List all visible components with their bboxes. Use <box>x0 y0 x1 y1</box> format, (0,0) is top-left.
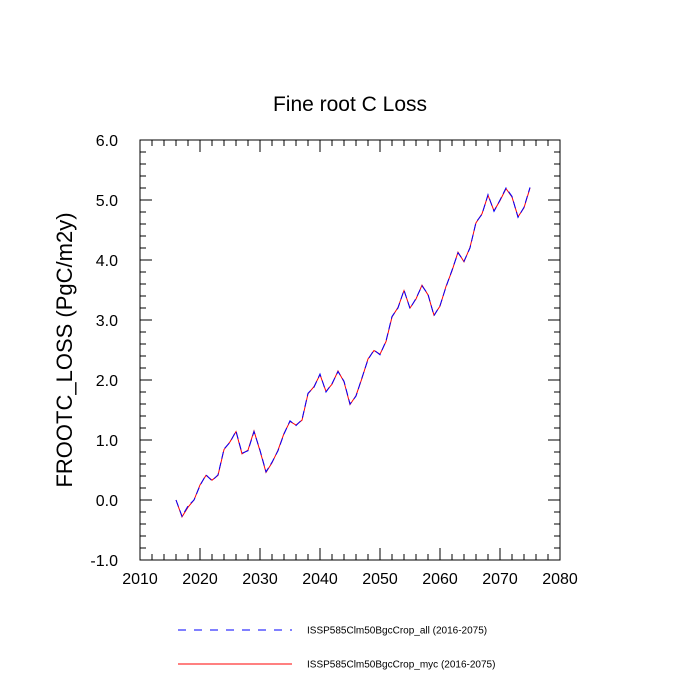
x-tick-label: 2080 <box>542 571 578 588</box>
y-tick-label: 4.0 <box>96 253 118 270</box>
y-tick-label: 0.0 <box>96 493 118 510</box>
series-line-1 <box>175 187 531 518</box>
series-lines <box>175 187 531 518</box>
y-tick-label: 1.0 <box>96 433 118 450</box>
chart-title: Fine root C Loss <box>273 93 427 116</box>
y-tick-label: 2.0 <box>96 373 118 390</box>
legend-label-1: ISSP585Clm50BgcCrop_myc (2016-2075) <box>307 660 495 671</box>
series-line-0 <box>175 187 531 518</box>
legend: ISSP585Clm50BgcCrop_all (2016-2075) ISSP5… <box>178 626 495 671</box>
x-tick-label: 2040 <box>302 571 338 588</box>
tick-labels: 2010 2020 2030 2040 2050 2060 2070 2080 -1.0 0.0 1… <box>90 133 577 588</box>
x-tick-label: 2060 <box>422 571 458 588</box>
tick-marks <box>139 139 561 561</box>
x-tick-label: 2070 <box>482 571 518 588</box>
x-tick-label: 2020 <box>182 571 218 588</box>
y-tick-label: 6.0 <box>96 133 118 150</box>
y-tick-label: 3.0 <box>96 313 118 330</box>
plot-frame <box>139 139 561 561</box>
x-tick-label: 2050 <box>362 571 398 588</box>
legend-label-0: ISSP585Clm50BgcCrop_all (2016-2075) <box>307 626 487 637</box>
y-tick-label: 5.0 <box>96 193 118 210</box>
x-tick-label: 2030 <box>242 571 278 588</box>
y-tick-label: -1.0 <box>90 553 118 570</box>
x-tick-label: 2010 <box>122 571 158 588</box>
y-axis-label: FROOTC_LOSS (PgC/m2y) <box>52 212 77 487</box>
